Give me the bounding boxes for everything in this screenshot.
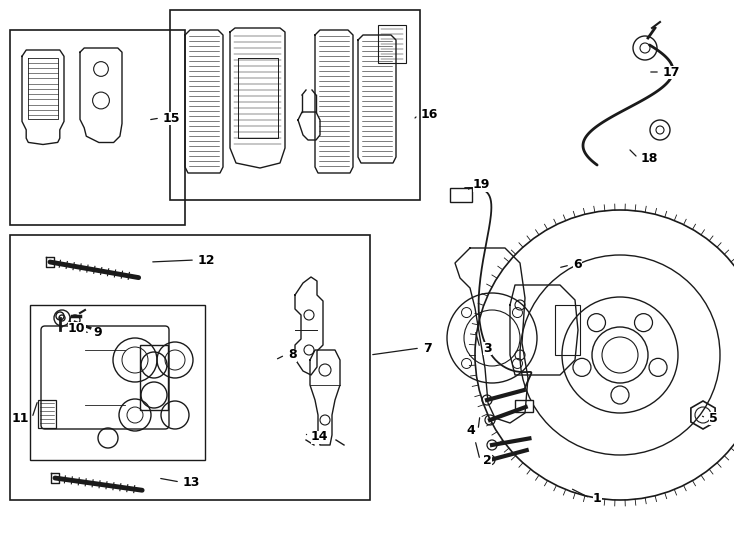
Text: 13: 13: [183, 476, 200, 489]
Text: 9: 9: [93, 327, 101, 340]
Text: 4: 4: [466, 423, 475, 436]
Bar: [378, 25, 406, 63]
Bar: [10, 30, 185, 225]
Bar: [140, 345, 168, 410]
Text: 2: 2: [483, 454, 492, 467]
Text: 5: 5: [709, 411, 718, 424]
Text: 7: 7: [423, 341, 432, 354]
Text: 14: 14: [311, 430, 329, 443]
Text: 15: 15: [163, 111, 181, 125]
Bar: [38, 400, 56, 428]
Text: 12: 12: [198, 253, 216, 267]
Text: 8: 8: [288, 348, 297, 361]
Text: 1: 1: [593, 491, 602, 504]
Text: 19: 19: [473, 179, 490, 192]
Text: 10: 10: [68, 321, 85, 334]
Text: 18: 18: [641, 152, 658, 165]
Bar: [555, 305, 580, 355]
Text: 3: 3: [483, 341, 492, 354]
Text: 16: 16: [421, 109, 438, 122]
Bar: [10, 235, 370, 500]
Bar: [450, 188, 472, 202]
Bar: [30, 305, 205, 460]
Bar: [515, 400, 533, 412]
Text: 17: 17: [663, 65, 680, 78]
Bar: [170, 10, 420, 200]
Text: 6: 6: [573, 259, 581, 272]
Text: 11: 11: [12, 411, 29, 424]
